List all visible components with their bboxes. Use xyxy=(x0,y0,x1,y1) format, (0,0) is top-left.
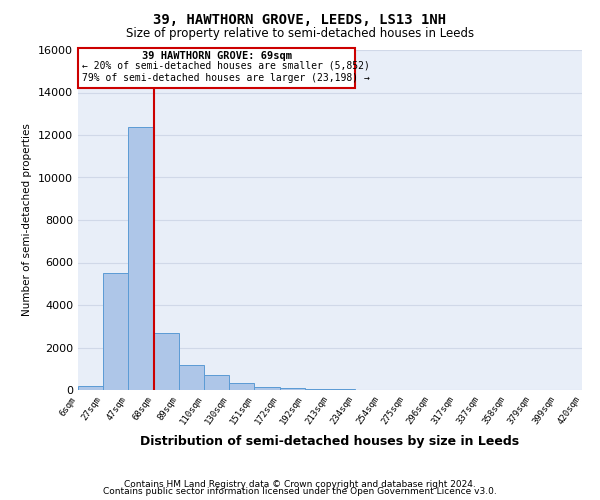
Bar xyxy=(103,273,128,390)
Bar xyxy=(229,382,254,390)
Text: 39, HAWTHORN GROVE, LEEDS, LS13 1NH: 39, HAWTHORN GROVE, LEEDS, LS13 1NH xyxy=(154,12,446,26)
Bar xyxy=(280,388,305,390)
Text: 79% of semi-detached houses are larger (23,198) →: 79% of semi-detached houses are larger (… xyxy=(82,72,370,83)
Bar xyxy=(254,387,280,390)
Bar xyxy=(128,126,154,390)
Bar xyxy=(179,364,204,390)
Text: Contains public sector information licensed under the Open Government Licence v3: Contains public sector information licen… xyxy=(103,488,497,496)
Bar xyxy=(78,386,103,390)
Text: Contains HM Land Registry data © Crown copyright and database right 2024.: Contains HM Land Registry data © Crown c… xyxy=(124,480,476,489)
Bar xyxy=(204,375,229,390)
Text: Size of property relative to semi-detached houses in Leeds: Size of property relative to semi-detach… xyxy=(126,28,474,40)
X-axis label: Distribution of semi-detached houses by size in Leeds: Distribution of semi-detached houses by … xyxy=(140,435,520,448)
Text: 39 HAWTHORN GROVE: 69sqm: 39 HAWTHORN GROVE: 69sqm xyxy=(142,52,292,62)
Bar xyxy=(305,388,330,390)
Y-axis label: Number of semi-detached properties: Number of semi-detached properties xyxy=(22,124,32,316)
FancyBboxPatch shape xyxy=(78,48,355,88)
Text: ← 20% of semi-detached houses are smaller (5,852): ← 20% of semi-detached houses are smalle… xyxy=(82,61,370,71)
Bar xyxy=(154,332,179,390)
